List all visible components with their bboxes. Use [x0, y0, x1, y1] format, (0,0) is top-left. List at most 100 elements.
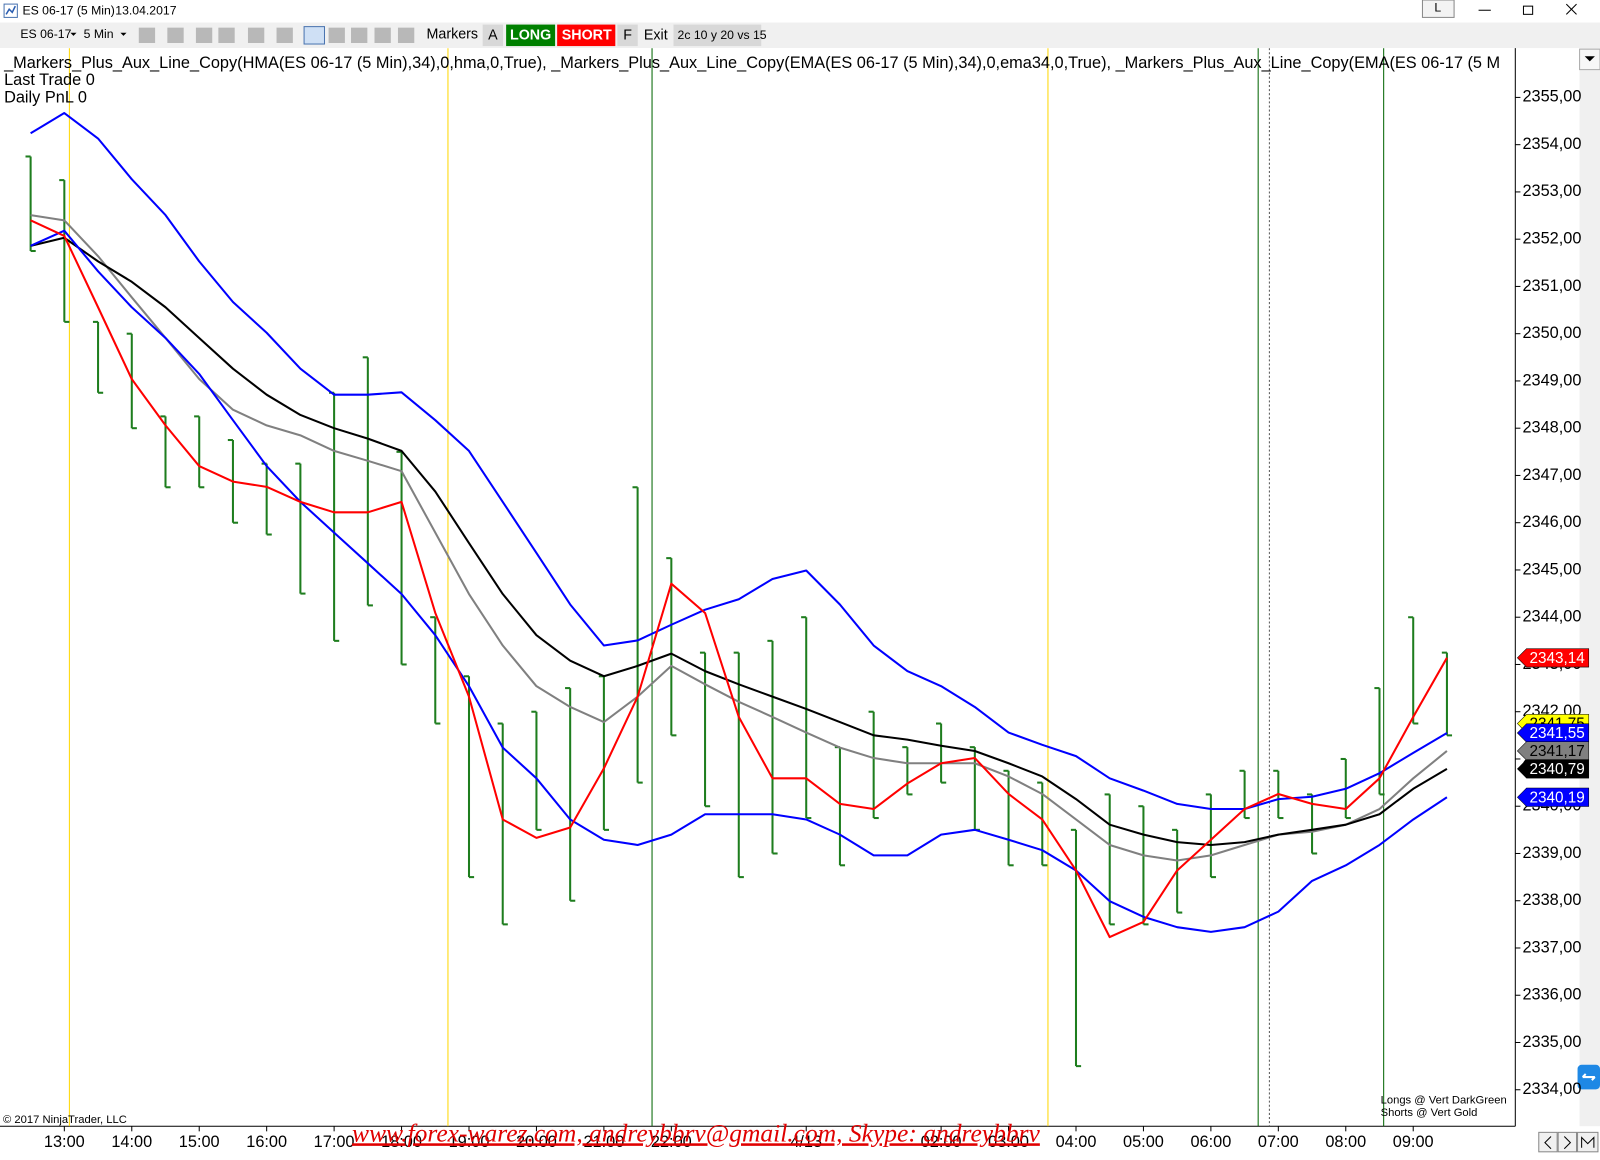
x-tick-label: 02:00 — [921, 1133, 962, 1151]
y-tick-label: 2334,00 — [1522, 1080, 1581, 1098]
x-tick-label: 07:00 — [1258, 1133, 1299, 1151]
y-tick-label: 2354,00 — [1522, 135, 1581, 153]
tool-icon[interactable] — [397, 27, 415, 44]
strategy-box[interactable] — [673, 24, 762, 47]
interval-select[interactable]: 5 Min — [84, 27, 114, 41]
x-tick-label: 13:00 — [44, 1133, 85, 1151]
indicator-line — [30, 229, 1448, 933]
scroll-arrow — [1584, 56, 1595, 62]
nav-right[interactable] — [1557, 1131, 1578, 1153]
price-flag: 2340,79 — [1516, 759, 1590, 779]
tool-icon[interactable] — [167, 27, 184, 44]
indicator-line — [30, 236, 1448, 846]
price-flag-label: 2341,55 — [1529, 725, 1584, 742]
y-tick-label: 2345,00 — [1522, 560, 1581, 578]
strategy-label: 2c 10 y 20 vs 15 — [678, 28, 767, 42]
y-tick-label: 2335,00 — [1522, 1033, 1581, 1051]
tool-icon[interactable] — [374, 27, 391, 44]
tool-icon[interactable] — [351, 27, 368, 44]
tool-icon[interactable] — [303, 26, 325, 45]
price-flag-box — [1516, 723, 1590, 743]
price-flag-box — [1516, 648, 1590, 668]
y-tick-label: 2353,00 — [1522, 182, 1581, 200]
y-tick-label: 2344,00 — [1522, 608, 1581, 626]
price-flag-box — [1516, 787, 1590, 807]
x-tick-label: 15:00 — [179, 1133, 220, 1151]
x-tick-label: 14:00 — [111, 1133, 152, 1151]
short-button[interactable] — [557, 24, 616, 47]
price-flag: 2341,55 — [1516, 723, 1590, 743]
x-tick-label: 03:00 — [988, 1133, 1029, 1151]
exit-button[interactable]: Exit — [644, 28, 668, 44]
y-tick-label: 2336,00 — [1522, 986, 1581, 1004]
nav-menu-glyph — [1581, 1136, 1595, 1148]
price-flag-box — [1516, 759, 1590, 779]
y-tick-label: 2348,00 — [1522, 418, 1581, 436]
layout-button[interactable] — [1421, 0, 1455, 18]
maximize-button[interactable] — [1522, 5, 1534, 15]
price-flag: 2343,14 — [1516, 648, 1590, 668]
window-title: ES 06-17 (5 Min) — [22, 3, 114, 17]
marker-lines — [68, 48, 1385, 1127]
indicator-text: _Markers_Plus_Aux_Line_Copy(HMA(ES 06-17… — [3, 54, 1500, 72]
last-trade: Last Trade 0 — [4, 71, 95, 89]
tool-icon[interactable] — [328, 27, 345, 44]
a-button[interactable] — [482, 24, 504, 47]
f-button[interactable] — [617, 24, 638, 47]
y-tick-label: 2349,00 — [1522, 371, 1581, 389]
layout-button-label: L — [1434, 0, 1441, 14]
instrument-select[interactable]: ES 06-17 — [20, 27, 71, 41]
x-tick-label: 22:00 — [651, 1133, 692, 1151]
markers-label: Markers — [427, 27, 479, 43]
title-bar — [0, 0, 1600, 23]
x-tick-label: 21:00 — [583, 1133, 624, 1151]
x-tick-label: 20:00 — [516, 1133, 557, 1151]
copyright: © 2017 NinjaTrader, LLC — [3, 1114, 127, 1126]
price-flag: 2341,17 — [1516, 741, 1590, 761]
a-button-label: A — [488, 28, 498, 44]
app-icon — [5, 5, 16, 15]
nav-menu[interactable] — [1577, 1131, 1599, 1153]
price-flag-box — [1516, 741, 1590, 761]
nav-right-glyph — [1563, 1136, 1572, 1150]
y-tick-label: 2339,00 — [1522, 844, 1581, 862]
price-flag: 2340,19 — [1516, 787, 1590, 807]
close-button[interactable] — [1565, 3, 1577, 15]
x-tick-label: 05:00 — [1123, 1133, 1164, 1151]
tool-icon[interactable] — [247, 27, 265, 44]
indicator-line — [30, 112, 1448, 811]
indicator-line — [30, 219, 1448, 939]
toolbar-icons — [138, 26, 415, 45]
y-tick-label: 2338,00 — [1522, 891, 1581, 909]
price-flag-label: 2343,14 — [1529, 650, 1585, 667]
tool-icon[interactable] — [195, 27, 213, 44]
daily-pnl: Daily PnL 0 — [4, 89, 87, 107]
x-tick-label: 16:00 — [246, 1133, 287, 1151]
nav-left-glyph — [1544, 1136, 1552, 1150]
tool-icon[interactable] — [138, 27, 156, 44]
long-button[interactable] — [506, 24, 556, 47]
x-tick-label: 04:00 — [1056, 1133, 1097, 1151]
y-tick-label: 2346,00 — [1522, 513, 1581, 531]
tool-icon[interactable] — [218, 27, 235, 44]
remote-icon-glyph — [1581, 1073, 1596, 1081]
price-flag-label: 2340,79 — [1529, 761, 1584, 778]
axes: 2334,00 2335,00 2336,00 2337,00 2338,00 2339,… — [44, 88, 1590, 1151]
f-button-label: F — [623, 28, 632, 44]
x-tick-label: 19:00 — [449, 1133, 490, 1151]
x-tick-label: 08:00 — [1325, 1133, 1366, 1151]
price-flag-label: 2341,17 — [1529, 743, 1584, 760]
x-tick-label: 4/13 — [790, 1133, 822, 1151]
y-tick-label: 2355,00 — [1522, 88, 1581, 106]
legend-shorts: Shorts @ Vert Gold — [1381, 1107, 1478, 1119]
price-flag-label: 2340,19 — [1529, 789, 1584, 806]
scrollbar[interactable] — [1579, 48, 1600, 1127]
y-tick-label: 2352,00 — [1522, 229, 1581, 247]
nav-left[interactable] — [1538, 1131, 1558, 1153]
x-tick-label: 17:00 — [314, 1133, 355, 1151]
y-tick-label: 2337,00 — [1522, 938, 1581, 956]
toolbar — [0, 22, 1600, 49]
tool-icon[interactable] — [276, 27, 293, 44]
